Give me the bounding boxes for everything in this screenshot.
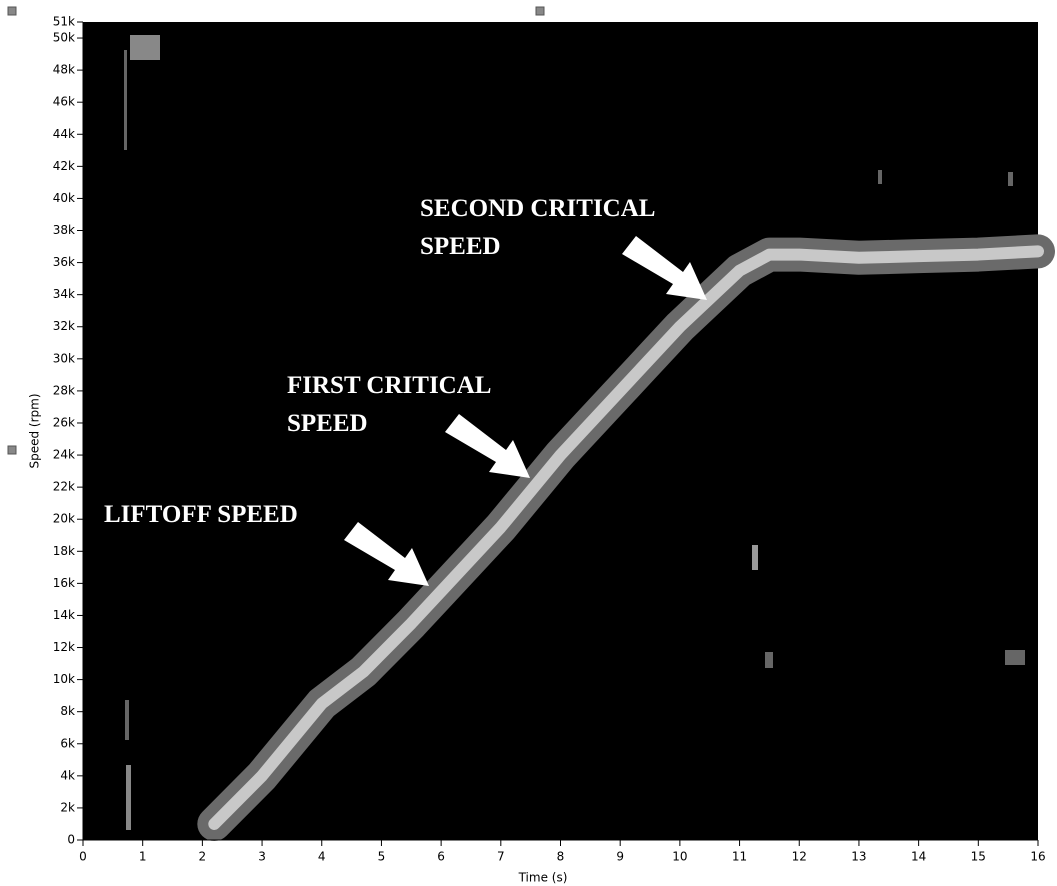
x-axis-label: Time (s) <box>518 871 568 885</box>
y-tick-label: 32k <box>53 319 75 333</box>
noise-speck <box>126 765 131 830</box>
y-tick-label: 30k <box>53 351 75 365</box>
noise-speck <box>752 545 758 570</box>
y-tick-label: 38k <box>53 223 75 237</box>
x-tick-label: 14 <box>911 850 926 864</box>
y-tick-label: 0 <box>67 833 75 847</box>
y-tick-label: 8k <box>60 704 75 718</box>
y-tick-label: 36k <box>53 255 75 269</box>
noise-speck <box>1005 650 1025 665</box>
y-tick-label: 48k <box>53 63 75 77</box>
noise-speck <box>878 170 882 184</box>
x-tick-label: 8 <box>557 850 565 864</box>
y-tick-label: 24k <box>53 448 75 462</box>
y-tick-label: 50k <box>53 31 75 45</box>
x-tick-label: 5 <box>378 850 386 864</box>
noise-speck <box>765 652 773 668</box>
y-tick-label: 20k <box>53 512 75 526</box>
x-tick-label: 10 <box>672 850 687 864</box>
y-tick-label: 44k <box>53 127 75 141</box>
annotation: SPEED <box>287 410 368 437</box>
annotation: LIFTOFF SPEED <box>104 501 298 528</box>
y-tick-label: 16k <box>53 576 75 590</box>
noise-speck <box>1008 172 1013 186</box>
y-tick-label: 18k <box>53 544 75 558</box>
y-tick-label: 40k <box>53 191 75 205</box>
x-tick-label: 4 <box>318 850 326 864</box>
y-tick-label: 12k <box>53 640 75 654</box>
resize-handle[interactable] <box>536 7 544 15</box>
y-tick-label: 10k <box>53 672 75 686</box>
x-tick-label: 15 <box>971 850 986 864</box>
x-tick-label: 9 <box>616 850 624 864</box>
page: 0 2k 4k 6k 8k 10k 12k 14k 16k 18k 20k 22k 24k 26k 28k 3… <box>0 0 1057 886</box>
y-tick-label: 46k <box>53 95 75 109</box>
x-tick-label: 11 <box>732 850 747 864</box>
y-tick-label: 34k <box>53 287 75 301</box>
x-tick-label: 6 <box>437 850 445 864</box>
noise-speck <box>125 700 129 740</box>
x-tick-label: 7 <box>497 850 505 864</box>
y-tick-label: 22k <box>53 480 75 494</box>
x-tick-label: 16 <box>1030 850 1045 864</box>
annotation: SECOND CRITICAL <box>420 195 655 222</box>
x-tick-label: 13 <box>851 850 866 864</box>
chart: 0 2k 4k 6k 8k 10k 12k 14k 16k 18k 20k 22k 24k 26k 28k 3… <box>0 0 1057 886</box>
x-tick-label: 2 <box>199 850 207 864</box>
y-tick-label: 28k <box>53 383 75 397</box>
resize-handle[interactable] <box>8 7 16 15</box>
x-tick-label: 3 <box>258 850 266 864</box>
y-tick-label: 42k <box>53 159 75 173</box>
y-tick-label: 51k <box>53 15 75 29</box>
x-tick-label: 1 <box>139 850 147 864</box>
annotation: SPEED <box>420 233 501 260</box>
y-tick-label: 14k <box>53 608 75 622</box>
y-tick-label: 26k <box>53 415 75 429</box>
noise-speck <box>130 35 160 60</box>
x-tick-label: 0 <box>79 850 87 864</box>
annotation: FIRST CRITICAL <box>287 372 491 399</box>
y-tick-label: 4k <box>60 768 75 782</box>
y-axis-label: Speed (rpm) <box>28 393 42 468</box>
noise-speck <box>124 50 127 150</box>
resize-handle[interactable] <box>8 446 16 454</box>
y-tick-label: 6k <box>60 736 75 750</box>
y-tick-label: 2k <box>60 800 75 814</box>
x-tick-label: 12 <box>792 850 807 864</box>
